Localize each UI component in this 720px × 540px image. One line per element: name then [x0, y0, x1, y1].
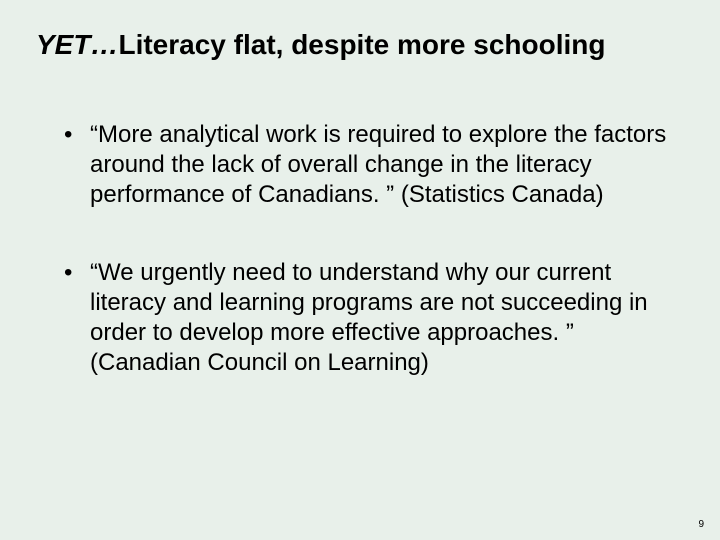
- bullet-item: “More analytical work is required to exp…: [64, 120, 684, 210]
- bullet-item: “We urgently need to understand why our …: [64, 258, 684, 378]
- page-number: 9: [698, 519, 704, 530]
- slide-container: YET…Literacy flat, despite more schoolin…: [0, 0, 720, 540]
- bullet-list: “More analytical work is required to exp…: [36, 120, 684, 378]
- title-emphasis: YET…: [36, 29, 118, 60]
- slide-title: YET…Literacy flat, despite more schoolin…: [36, 28, 684, 62]
- title-main: Literacy flat, despite more schooling: [118, 29, 605, 60]
